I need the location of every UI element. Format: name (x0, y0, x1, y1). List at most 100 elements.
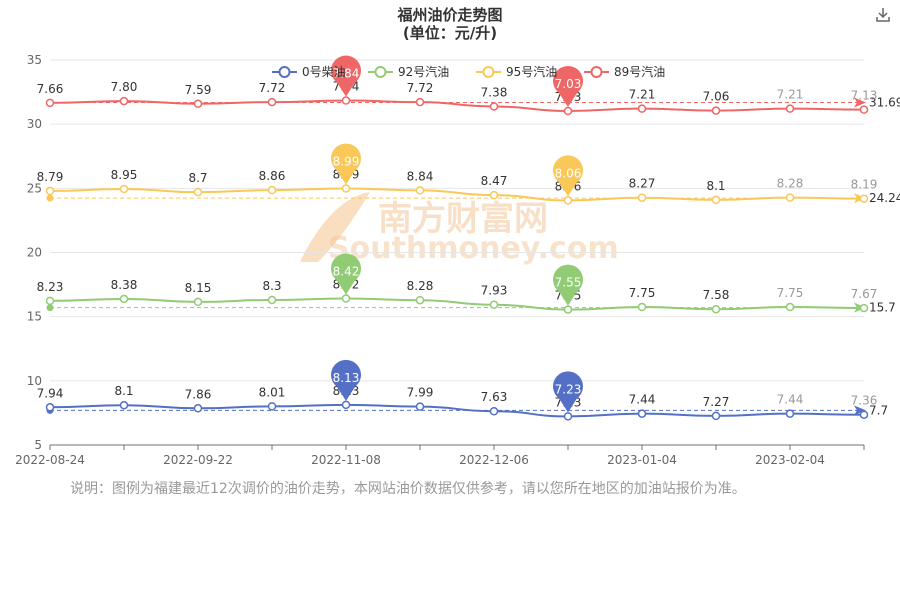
legend-marker (278, 66, 291, 78)
axes: 5 10 15 20 25 30 35 2022-08-24 2022-09-22 2022-11… (15, 53, 865, 467)
extrema-pin: 8.13 (331, 359, 362, 401)
data-label: 7.66 (37, 82, 64, 96)
y-tick-label: 30 (27, 117, 42, 131)
data-point (711, 411, 721, 421)
y-tick-label: 35 (27, 53, 42, 67)
data-point (341, 400, 351, 410)
data-label: 8.47 (481, 174, 508, 188)
data-point (489, 190, 499, 200)
data-label: 8.86 (259, 169, 286, 183)
data-point (711, 106, 721, 115)
pin-shape (553, 264, 584, 306)
pin-label: 7.55 (555, 276, 582, 290)
data-label: 7.21 (777, 88, 804, 102)
pin-label: 7.84 (333, 67, 360, 81)
legend-label: 95号汽油 (506, 64, 557, 79)
data-point (119, 96, 129, 106)
extrema-pin: 8.99 (331, 143, 362, 185)
chart-title: 福州油价走势图 (396, 6, 502, 24)
data-labels: 7.94 8.1 7.86 8.01 8.13 7.99 7.63 7.23 7.44 7.27 7… (37, 80, 878, 410)
data-point (341, 294, 351, 303)
pin-shape (331, 359, 362, 401)
x-tick-label: 2023-02-04 (755, 453, 825, 467)
data-point (267, 402, 277, 411)
data-label: 7.75 (777, 286, 804, 300)
data-point (193, 187, 203, 197)
average-label: 31.69 (869, 95, 900, 109)
data-point (711, 195, 721, 205)
average-lines: 7.7 15.7 24.24 31.69 (46, 95, 900, 417)
pin-shape (331, 253, 362, 295)
series-line (49, 403, 865, 418)
series (45, 96, 869, 421)
pin-shape (331, 55, 362, 97)
extrema-pin: 7.55 (553, 264, 584, 306)
data-label: 7.38 (481, 85, 508, 99)
data-point (267, 97, 277, 107)
data-point (489, 300, 499, 309)
watermark-cn: 南方财富网 (378, 199, 548, 239)
data-label: 7.06 (703, 90, 730, 104)
pin-shape (553, 371, 584, 413)
pin-label: 8.13 (333, 371, 360, 385)
data-label: 7.72 (407, 81, 434, 95)
data-point (45, 296, 55, 306)
series-line (49, 99, 865, 112)
average-label: 7.7 (869, 403, 888, 417)
legend-marker (482, 66, 495, 78)
data-point (45, 403, 55, 412)
legend-item[interactable]: 95号汽油 (476, 64, 557, 79)
data-label: 7.58 (703, 288, 730, 302)
pin-label: 8.06 (555, 166, 582, 180)
data-point (119, 184, 129, 194)
data-point (785, 302, 795, 312)
legend-label: 92号汽油 (398, 64, 449, 79)
y-tick-label: 25 (27, 181, 42, 195)
data-point (785, 104, 795, 113)
data-point (563, 305, 573, 314)
data-label: 8.28 (777, 177, 804, 191)
data-label: 8.79 (37, 170, 64, 184)
data-label: 7.44 (629, 393, 656, 407)
data-label: 8.3 (262, 279, 281, 293)
legend-item[interactable]: 92号汽油 (368, 64, 449, 79)
data-label: 7.75 (629, 286, 656, 300)
legend-item[interactable]: 0号柴油 (272, 65, 346, 79)
data-point (489, 102, 499, 111)
data-point (489, 406, 499, 416)
data-label: 7.59 (185, 83, 212, 97)
data-label: 8.27 (629, 177, 656, 191)
legend-item[interactable]: 89号汽油 (584, 64, 665, 79)
data-label: 8.19 (851, 178, 878, 192)
average-start-dot (46, 194, 54, 202)
data-point (785, 409, 795, 418)
data-point (119, 294, 129, 304)
average-arrow (854, 405, 866, 416)
data-point (637, 193, 647, 202)
extrema-pin: 8.42 (331, 253, 362, 295)
y-tick-label: 20 (27, 246, 42, 260)
data-label: 7.27 (703, 395, 730, 409)
legend[interactable]: 0号柴油 92号汽油 95号汽油 89号汽油 (272, 64, 665, 79)
data-label: 7.13 (851, 89, 878, 103)
pin-label: 8.42 (333, 264, 360, 278)
watermark-en: Southmoney.com (328, 231, 619, 266)
series-line (49, 187, 865, 202)
data-label: 7.67 (851, 287, 878, 301)
extrema-pin: 8.06 (553, 155, 584, 197)
data-point (45, 98, 55, 108)
data-point (637, 302, 647, 312)
download-icon[interactable] (874, 6, 892, 24)
chart-note: 说明：图例为福建最近12次调价的油价走势，本网站油价数据仅供参考，请以您所在地区… (70, 481, 746, 497)
extrema-markers: 8.13 7.23 8.42 7.55 8.99 8.06 7.84 7.03 (331, 55, 584, 413)
average-label: 15.7 (869, 301, 896, 315)
data-point (193, 297, 203, 307)
data-point (711, 304, 721, 314)
pin-label: 8.99 (333, 154, 360, 168)
data-point (415, 402, 425, 411)
pin-shape (553, 155, 584, 197)
data-point (193, 404, 203, 413)
data-point (859, 303, 869, 313)
data-label: 8.84 (407, 169, 434, 183)
x-tick-label: 2022-11-08 (311, 453, 381, 467)
